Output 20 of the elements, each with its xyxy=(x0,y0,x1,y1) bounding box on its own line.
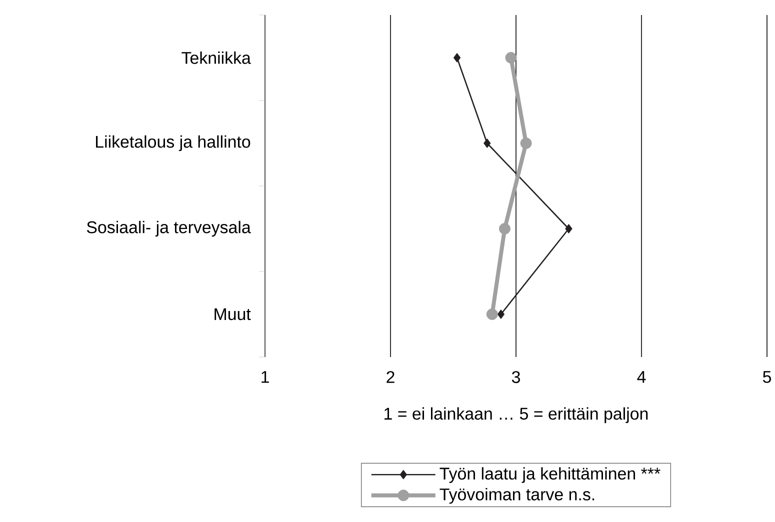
point xyxy=(498,222,510,234)
legend-label: Työvoiman tarve n.s. xyxy=(440,488,594,504)
point xyxy=(497,309,505,319)
point xyxy=(486,308,498,320)
x-tick-label: 4 xyxy=(637,371,646,383)
point xyxy=(505,52,517,64)
x-tick-label: 2 xyxy=(386,371,394,383)
point xyxy=(565,224,572,234)
y-tick-label: Muut xyxy=(214,308,251,320)
point xyxy=(453,52,461,62)
x-tick-label: 1 xyxy=(262,371,269,383)
y-tick-label: Sosiaali- ja terveysala xyxy=(86,220,251,237)
x-tick-label: 5 xyxy=(762,371,771,383)
x-tick-label: 3 xyxy=(512,371,520,384)
x-axis-title: 1 = ei lainkaan … 5 = erittäin paljon xyxy=(384,407,648,424)
point xyxy=(484,138,491,148)
legend-label: Työn laatu ja kehittäminen *** xyxy=(440,467,660,483)
y-tick-label: Liiketalous ja hallinto xyxy=(96,135,250,152)
y-tick-label: Tekniikka xyxy=(182,52,251,64)
point xyxy=(520,137,532,149)
